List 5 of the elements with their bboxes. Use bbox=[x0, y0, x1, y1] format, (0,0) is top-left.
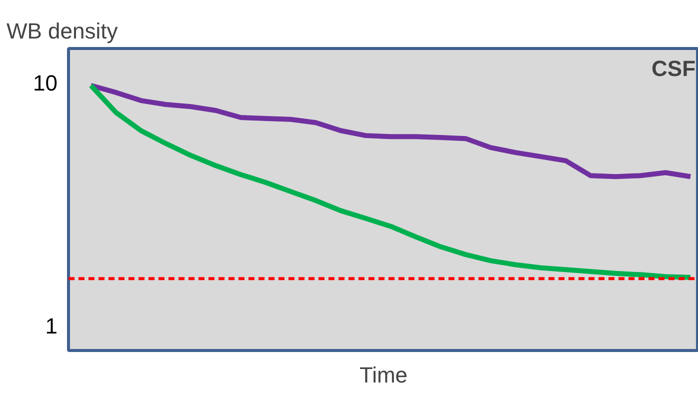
y-axis-title: WB density bbox=[6, 18, 118, 44]
y-tick-label: 1 bbox=[45, 314, 58, 339]
x-axis-title: Time bbox=[359, 362, 408, 388]
annotation: CSF bbox=[652, 56, 696, 82]
y-tick-label: 10 bbox=[33, 70, 58, 96]
